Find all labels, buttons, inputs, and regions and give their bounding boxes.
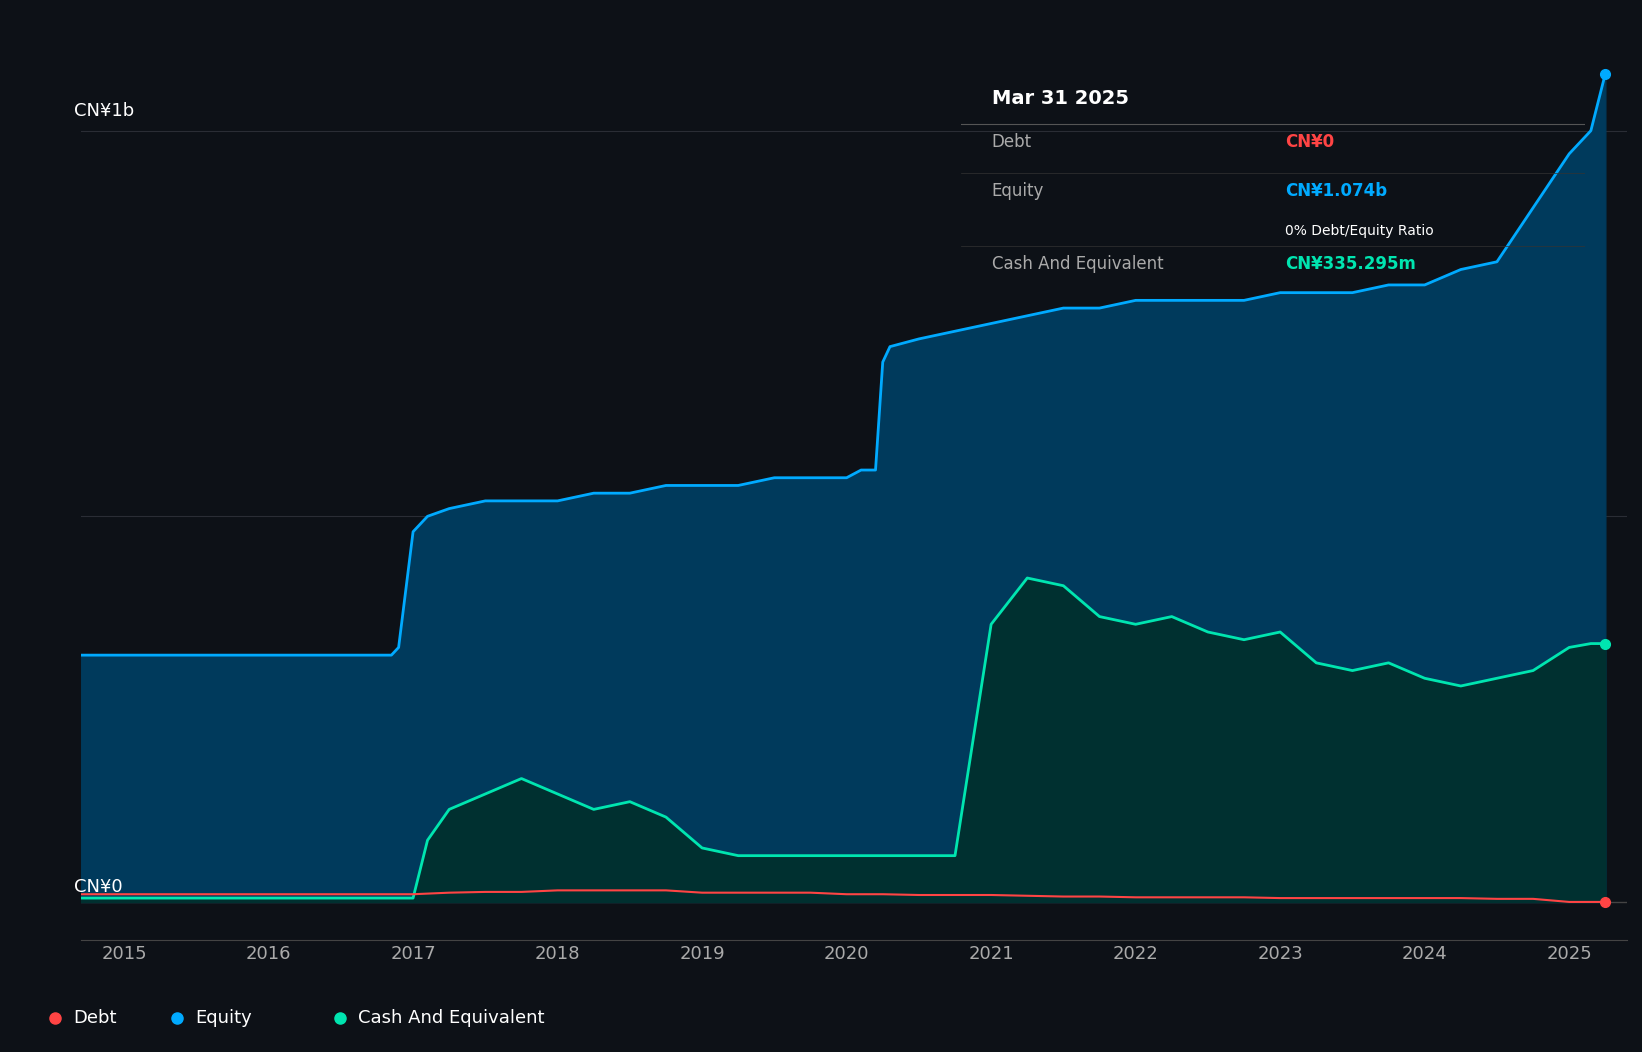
Text: Debt: Debt (992, 134, 1031, 151)
Text: CN¥0: CN¥0 (74, 878, 123, 896)
Text: CN¥1b: CN¥1b (74, 102, 135, 120)
Text: Equity: Equity (992, 182, 1044, 200)
Text: CN¥0: CN¥0 (1286, 134, 1335, 151)
Text: Mar 31 2025: Mar 31 2025 (992, 89, 1128, 108)
Text: Equity: Equity (195, 1009, 253, 1027)
Text: Debt: Debt (74, 1009, 117, 1027)
Text: Cash And Equivalent: Cash And Equivalent (358, 1009, 545, 1027)
Text: 0% Debt/Equity Ratio: 0% Debt/Equity Ratio (1286, 224, 1433, 238)
Text: CN¥1.074b: CN¥1.074b (1286, 182, 1387, 200)
Text: Cash And Equivalent: Cash And Equivalent (992, 255, 1164, 272)
Text: CN¥335.295m: CN¥335.295m (1286, 255, 1415, 272)
